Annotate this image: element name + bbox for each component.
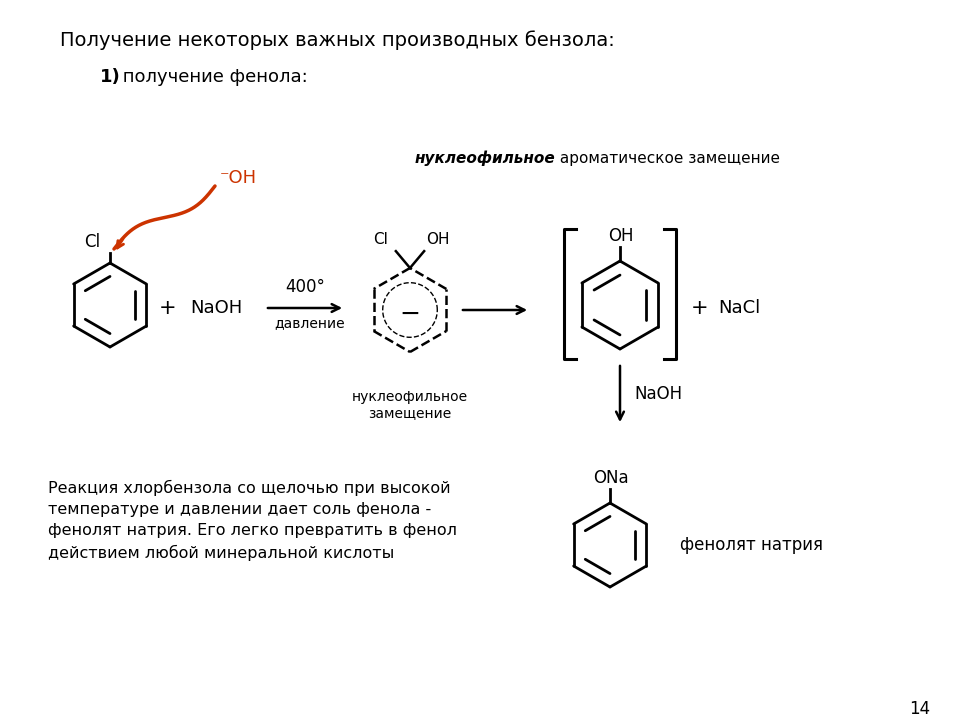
Text: Cl: Cl <box>373 232 388 247</box>
Text: 400°: 400° <box>285 278 324 296</box>
Text: ароматическое замещение: ароматическое замещение <box>555 150 780 166</box>
Text: нуклеофильное
замещение: нуклеофильное замещение <box>352 390 468 420</box>
Text: OH: OH <box>609 227 634 245</box>
Text: ⁻OH: ⁻OH <box>220 169 257 187</box>
Text: фенолят натрия: фенолят натрия <box>680 536 823 554</box>
Text: Реакция хлорбензола со щелочью при высокой
температуре и давлении дает соль фено: Реакция хлорбензола со щелочью при высок… <box>48 480 457 561</box>
Text: +: + <box>691 298 708 318</box>
Text: NaOH: NaOH <box>634 385 683 403</box>
Text: Получение некоторых важных производных бензола:: Получение некоторых важных производных б… <box>60 30 614 50</box>
Text: 1): 1) <box>100 68 121 86</box>
Text: +: + <box>159 298 177 318</box>
Text: получение фенола:: получение фенола: <box>117 68 308 86</box>
Text: NaOH: NaOH <box>190 299 242 317</box>
Text: ONa: ONa <box>593 469 629 487</box>
Text: OH: OH <box>426 232 449 247</box>
Text: Cl: Cl <box>84 233 100 251</box>
Text: давление: давление <box>275 316 346 330</box>
Text: нуклеофильное: нуклеофильное <box>415 150 556 166</box>
Text: 14: 14 <box>909 700 930 718</box>
Text: NaCl: NaCl <box>718 299 760 317</box>
Text: −: − <box>399 302 420 326</box>
